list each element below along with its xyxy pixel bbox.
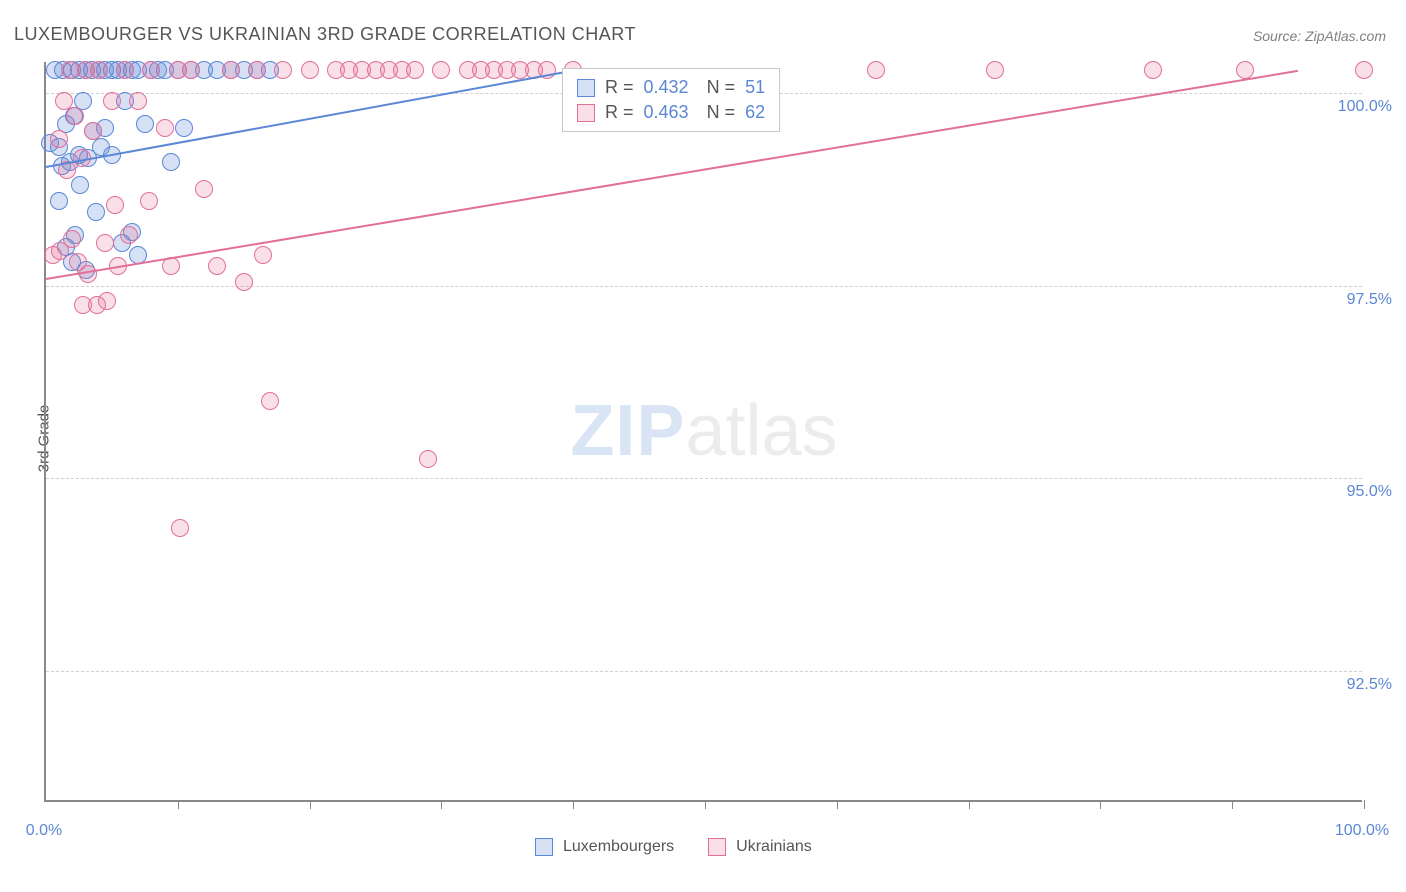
legend-swatch [708,838,726,856]
data-point [106,196,124,214]
legend-swatch [577,104,595,122]
x-tick [573,800,574,809]
legend: Luxembourgers Ukrainians [535,838,836,856]
x-tick-label-min: 0.0% [26,822,62,840]
gridline [46,671,1362,672]
data-point [90,61,108,79]
stat-n-label: N = [707,102,736,123]
legend-series-name: Ukrainians [736,838,812,856]
y-tick-label: 100.0% [1338,98,1392,116]
data-point [254,246,272,264]
watermark: ZIPatlas [570,390,837,472]
x-tick [1364,800,1365,809]
legend-swatch [577,79,595,97]
trend-line [46,70,574,168]
x-tick [178,800,179,809]
gridline [46,478,1362,479]
data-point [867,61,885,79]
data-point [116,61,134,79]
data-point [1236,61,1254,79]
data-point [120,226,138,244]
legend-series-name: Luxembourgers [563,838,674,856]
x-tick [1232,800,1233,809]
data-point [235,273,253,291]
data-point [136,115,154,133]
stat-row: R = 0.432 N = 51 [577,75,765,100]
data-point [162,153,180,171]
x-tick [837,800,838,809]
data-point [261,392,279,410]
data-point [195,180,213,198]
stat-r-label: R = [605,77,634,98]
data-point [156,119,174,137]
stat-r-value: 0.463 [644,102,689,123]
data-point [301,61,319,79]
data-point [208,257,226,275]
data-point [87,203,105,221]
data-point [142,61,160,79]
watermark-atlas: atlas [685,391,837,471]
data-point [406,61,424,79]
stat-n-value: 51 [745,77,765,98]
watermark-zip: ZIP [570,391,685,471]
data-point [98,292,116,310]
data-point [419,450,437,468]
x-tick [1100,800,1101,809]
y-tick-label: 95.0% [1347,483,1392,501]
data-point [84,122,102,140]
data-point [248,61,266,79]
data-point [129,92,147,110]
data-point [1144,61,1162,79]
y-tick-label: 92.5% [1347,676,1392,694]
stat-r-value: 0.432 [644,77,689,98]
x-tick [969,800,970,809]
data-point [274,61,292,79]
data-point [432,61,450,79]
stat-r-label: R = [605,102,634,123]
x-tick [705,800,706,809]
data-point [140,192,158,210]
data-point [986,61,1004,79]
y-tick-label: 97.5% [1347,291,1392,309]
stats-callout-box: R = 0.432 N = 51 R = 0.463 N = 62 [562,68,780,132]
data-point [71,176,89,194]
x-tick-label-max: 100.0% [1335,822,1389,840]
legend-swatch [535,838,553,856]
stat-n-label: N = [707,77,736,98]
stat-row: R = 0.463 N = 62 [577,100,765,125]
data-point [103,92,121,110]
chart-title: LUXEMBOURGER VS UKRAINIAN 3RD GRADE CORR… [14,24,636,45]
plot-area: ZIPatlas [44,62,1362,802]
data-point [1355,61,1373,79]
data-point [171,519,189,537]
stat-n-value: 62 [745,102,765,123]
data-point [50,192,68,210]
data-point [222,61,240,79]
x-tick [441,800,442,809]
data-point [182,61,200,79]
x-tick [310,800,311,809]
data-point [96,234,114,252]
data-point [50,130,68,148]
data-point [63,230,81,248]
data-point [175,119,193,137]
source-attribution: Source: ZipAtlas.com [1253,28,1386,44]
data-point [66,107,84,125]
